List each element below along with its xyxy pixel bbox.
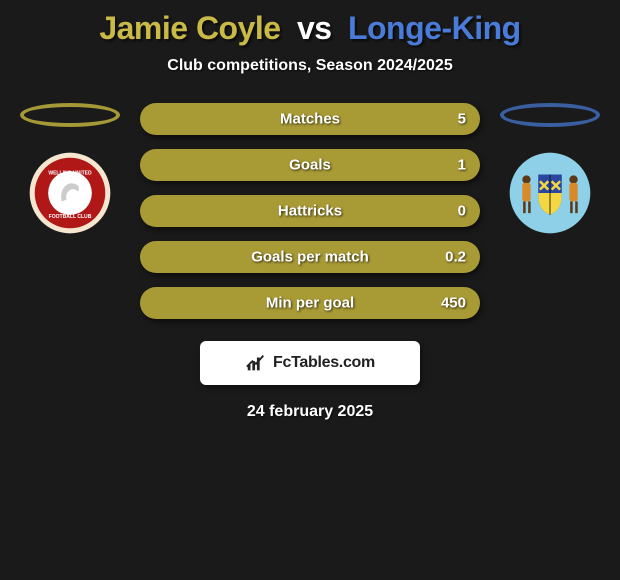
stat-label: Goals per match bbox=[251, 249, 369, 266]
svg-text:WELLING UNITED: WELLING UNITED bbox=[48, 171, 92, 177]
comparison-card: Jamie Coyle vs Longe-King Club competiti… bbox=[0, 0, 620, 431]
stat-value-right: 450 bbox=[441, 295, 466, 312]
stat-bars: Matches 5 Goals 1 Hattricks 0 Goals per … bbox=[130, 103, 490, 319]
left-ellipse-icon bbox=[20, 103, 120, 127]
right-ellipse-icon bbox=[500, 103, 600, 127]
right-crest-icon bbox=[508, 151, 592, 235]
brand-text: FcTables.com bbox=[273, 354, 375, 372]
right-side bbox=[490, 103, 610, 235]
stat-label: Hattricks bbox=[278, 203, 342, 220]
title-vs: vs bbox=[297, 10, 332, 46]
stat-label: Min per goal bbox=[266, 295, 354, 312]
svg-text:FOOTBALL CLUB: FOOTBALL CLUB bbox=[49, 214, 92, 220]
stat-value-right: 5 bbox=[458, 111, 466, 128]
left-side: WELLING UNITED FOOTBALL CLUB bbox=[10, 103, 130, 235]
title: Jamie Coyle vs Longe-King bbox=[99, 10, 520, 47]
brand-box: FcTables.com bbox=[200, 341, 420, 385]
chart-icon bbox=[245, 352, 267, 374]
stat-label: Goals bbox=[289, 157, 331, 174]
stat-row: Hattricks 0 bbox=[140, 195, 480, 227]
stat-row: Goals per match 0.2 bbox=[140, 241, 480, 273]
subtitle: Club competitions, Season 2024/2025 bbox=[167, 57, 452, 75]
stat-row: Min per goal 450 bbox=[140, 287, 480, 319]
stat-row: Matches 5 bbox=[140, 103, 480, 135]
title-player1: Jamie Coyle bbox=[99, 10, 280, 46]
stat-label: Matches bbox=[280, 111, 340, 128]
left-crest-icon: WELLING UNITED FOOTBALL CLUB bbox=[28, 151, 112, 235]
stat-value-right: 0 bbox=[458, 203, 466, 220]
date-text: 24 february 2025 bbox=[247, 403, 373, 421]
stat-value-right: 1 bbox=[458, 157, 466, 174]
body-row: WELLING UNITED FOOTBALL CLUB Matches 5 G… bbox=[0, 103, 620, 319]
stat-value-right: 0.2 bbox=[445, 249, 466, 266]
title-player2: Longe-King bbox=[348, 10, 521, 46]
stat-row: Goals 1 bbox=[140, 149, 480, 181]
